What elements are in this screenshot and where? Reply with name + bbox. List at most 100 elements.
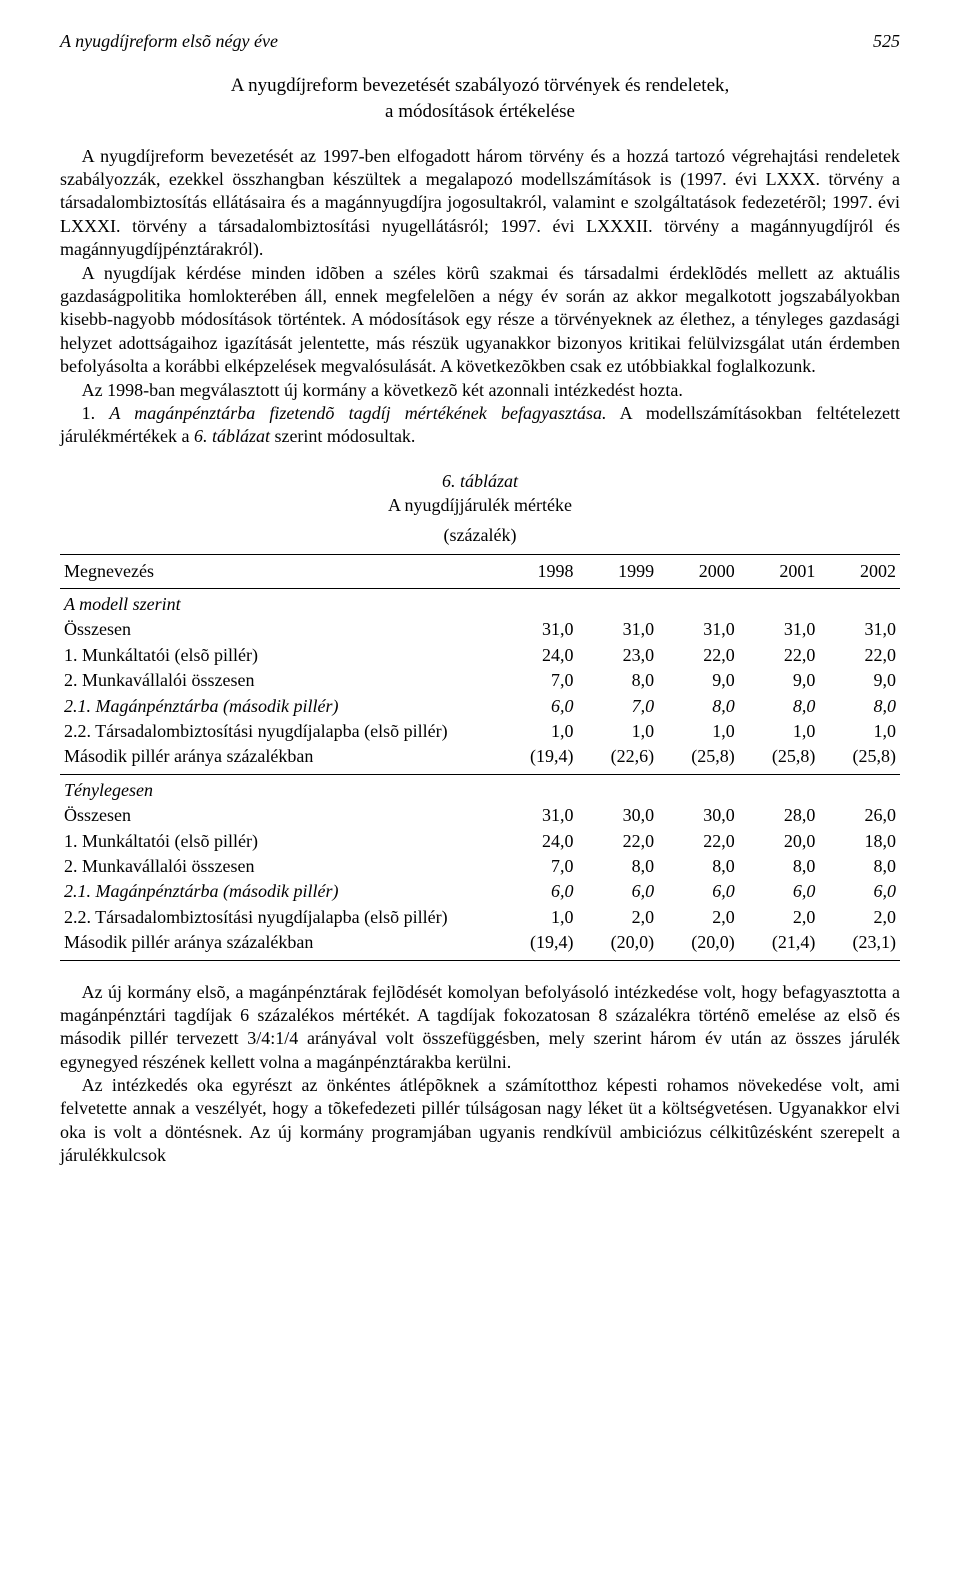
paragraph-3: Az 1998-ban megválasztott új kormány a k… [60,379,900,402]
row-value: (19,4) [497,744,578,774]
row-value: 22,0 [819,643,900,668]
table-header-row: Megnevezés 1998 1999 2000 2001 2002 [60,554,900,588]
row-value: 8,0 [819,694,900,719]
row-value: (25,8) [819,744,900,774]
row-value: 6,0 [658,879,739,904]
paragraph-4: 1. A magánpénztárba fizetendõ tagdíj mér… [60,402,900,449]
row-value: 2,0 [577,905,658,930]
row-value: 1,0 [497,905,578,930]
row-value: 1,0 [497,719,578,744]
row-value: 31,0 [497,803,578,828]
row-label: Második pillér aránya százalékban [60,744,497,774]
row-label: 2.2. Társadalombiztosítási nyugdíjalapba… [60,719,497,744]
row-value: (19,4) [497,930,578,960]
table-row: 2.1. Magánpénztárba (második pillér)6,06… [60,879,900,904]
row-value: (21,4) [739,930,820,960]
table-row: 1. Munkáltatói (elsõ pillér)24,023,022,0… [60,643,900,668]
row-value: (25,8) [658,744,739,774]
row-value: 7,0 [497,854,578,879]
table-caption: 6. táblázat [60,469,900,493]
paragraph-6: Az intézkedés oka egyrészt az önkéntes á… [60,1074,900,1168]
row-value: 7,0 [497,668,578,693]
row-value: 31,0 [577,617,658,642]
row-value: 7,0 [577,694,658,719]
row-value: 31,0 [739,617,820,642]
section-title-line2: a módosítások értékelése [385,101,575,122]
row-value: 26,0 [819,803,900,828]
row-label: Összesen [60,803,497,828]
row-value: (20,0) [658,930,739,960]
section-title-line1: A nyugdíjreform bevezetését szabályozó t… [231,75,730,96]
row-value: 6,0 [497,694,578,719]
table-unit: (százalék) [60,523,900,547]
table-row: 2.2. Társadalombiztosítási nyugdíjalapba… [60,905,900,930]
row-value: 9,0 [658,668,739,693]
table-row: 1. Munkáltatói (elsõ pillér)24,022,022,0… [60,829,900,854]
row-value: 31,0 [819,617,900,642]
row-value: 6,0 [497,879,578,904]
row-value: 9,0 [739,668,820,693]
contribution-rate-table: Megnevezés 1998 1999 2000 2001 2002 A mo… [60,554,900,961]
row-value: 20,0 [739,829,820,854]
row-value: 30,0 [658,803,739,828]
table-row: Második pillér aránya százalékban(19,4)(… [60,930,900,960]
row-value: 8,0 [658,854,739,879]
row-value: 1,0 [819,719,900,744]
row-label: 2.1. Magánpénztárba (második pillér) [60,694,497,719]
row-value: 31,0 [658,617,739,642]
row-value: 2,0 [739,905,820,930]
section-a-title-row: A modell szerint [60,589,900,618]
row-value: 18,0 [819,829,900,854]
table-row: Második pillér aránya százalékban(19,4) (… [60,744,900,774]
row-value: 6,0 [819,879,900,904]
header-year: 1999 [577,554,658,588]
row-label: Második pillér aránya százalékban [60,930,497,960]
row-value: 1,0 [658,719,739,744]
row-value: 22,0 [658,643,739,668]
section-title: A nyugdíjreform bevezetését szabályozó t… [60,73,900,124]
row-label: 2. Munkavállalói összesen [60,668,497,693]
row-value: (23,1) [819,930,900,960]
row-label: 1. Munkáltatói (elsõ pillér) [60,643,497,668]
header-label: Megnevezés [60,554,497,588]
header-year: 1998 [497,554,578,588]
row-value: 8,0 [819,854,900,879]
running-title: A nyugdíjreform elsõ négy éve [60,30,278,53]
row-value: 22,0 [577,829,658,854]
running-header: A nyugdíjreform elsõ négy éve 525 [60,30,900,53]
table-row: 2. Munkavállalói összesen7,08,09,09,09,0 [60,668,900,693]
row-value: 6,0 [739,879,820,904]
row-label: 2.2. Társadalombiztosítási nyugdíjalapba… [60,905,497,930]
header-year: 2002 [819,554,900,588]
table-row: Összesen31,031,031,031,031,0 [60,617,900,642]
table-row: 2.2. Társadalombiztosítási nyugdíjalapba… [60,719,900,744]
table-row: Összesen31,030,030,028,026,0 [60,803,900,828]
row-label: Összesen [60,617,497,642]
table-subtitle: A nyugdíjjárulék mértéke [60,493,900,517]
row-value: 22,0 [658,829,739,854]
row-value: 2,0 [819,905,900,930]
row-label: 2.1. Magánpénztárba (második pillér) [60,879,497,904]
row-value: 30,0 [577,803,658,828]
section-b-title-row: Ténylegesen [60,774,900,803]
row-value: 8,0 [577,668,658,693]
paragraph-2: A nyugdíjak kérdése minden idõben a szél… [60,262,900,379]
row-value: (20,0) [577,930,658,960]
row-label: 2. Munkavállalói összesen [60,854,497,879]
row-value: 6,0 [577,879,658,904]
row-value: 28,0 [739,803,820,828]
row-value: 22,0 [739,643,820,668]
paragraph-1: A nyugdíjreform bevezetését az 1997-ben … [60,145,900,262]
row-value: 31,0 [497,617,578,642]
table-row: 2.1. Magánpénztárba (második pillér)6,07… [60,694,900,719]
row-value: 2,0 [658,905,739,930]
row-value: 8,0 [739,694,820,719]
row-value: 23,0 [577,643,658,668]
header-year: 2000 [658,554,739,588]
page-number: 525 [873,30,900,53]
row-value: 9,0 [819,668,900,693]
row-value: 24,0 [497,643,578,668]
table-row: 2. Munkavállalói összesen7,08,08,08,08,0 [60,854,900,879]
row-value: 8,0 [577,854,658,879]
row-value: 1,0 [739,719,820,744]
